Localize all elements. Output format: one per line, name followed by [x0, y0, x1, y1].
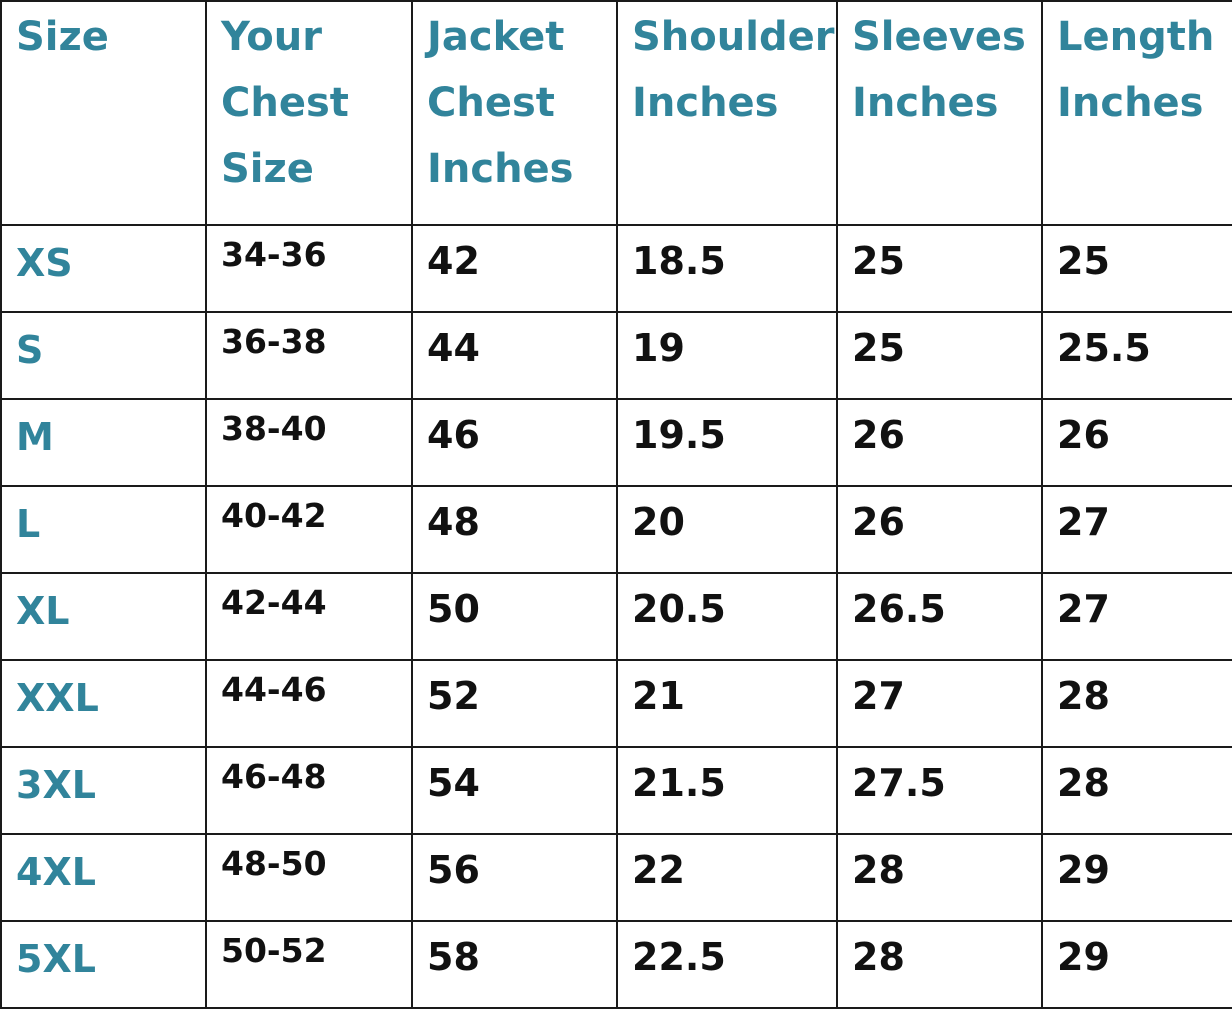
cell-length: 25.5 [1041, 311, 1232, 400]
cell-size: 3XL [0, 746, 207, 835]
cell-shoulder: 19 [616, 311, 838, 400]
header-text-line: Inches [632, 80, 779, 126]
cell-length: 27 [1041, 572, 1232, 661]
header-text-line: Inches [1057, 80, 1204, 126]
cell-shoulder: 20.5 [616, 572, 838, 661]
cell-sleeves: 28 [836, 920, 1043, 1009]
header-text-line: Size [221, 146, 314, 192]
cell-sleeves: 26 [836, 485, 1043, 574]
cell-length: 29 [1041, 833, 1232, 922]
header-size: Size [0, 0, 207, 226]
cell-shoulder: 22.5 [616, 920, 838, 1009]
table-row: L 40-42 48 20 26 27 [0, 485, 1232, 574]
table-row: 4XL 48-50 56 22 28 29 [0, 833, 1232, 922]
cell-sleeves: 26.5 [836, 572, 1043, 661]
cell-jacket-chest: 48 [411, 485, 618, 574]
cell-your-chest-size: 42-44 [205, 572, 413, 661]
cell-length: 29 [1041, 920, 1232, 1009]
header-text-line: Shoulder [632, 14, 835, 60]
cell-shoulder: 22 [616, 833, 838, 922]
header-text-line: Size [16, 14, 109, 60]
cell-your-chest-size: 36-38 [205, 311, 413, 400]
cell-jacket-chest: 54 [411, 746, 618, 835]
cell-length: 28 [1041, 746, 1232, 835]
cell-size: XL [0, 572, 207, 661]
table-row: XS 34-36 42 18.5 25 25 [0, 224, 1232, 313]
cell-length: 26 [1041, 398, 1232, 487]
cell-sleeves: 28 [836, 833, 1043, 922]
header-text-line: Sleeves [852, 14, 1026, 60]
cell-jacket-chest: 44 [411, 311, 618, 400]
cell-size: XS [0, 224, 207, 313]
cell-size: 5XL [0, 920, 207, 1009]
cell-sleeves: 27.5 [836, 746, 1043, 835]
header-row: Size Your Chest Size Jacket Chest Inches Should… [0, 0, 1232, 226]
cell-shoulder: 21 [616, 659, 838, 748]
header-text-line: Your [221, 14, 322, 60]
cell-length: 25 [1041, 224, 1232, 313]
cell-length: 27 [1041, 485, 1232, 574]
header-shoulder: Shoulder Inches [616, 0, 838, 226]
table-row: M 38-40 46 19.5 26 26 [0, 398, 1232, 487]
header-your-chest-size: Your Chest Size [205, 0, 413, 226]
table-row: XXL 44-46 52 21 27 28 [0, 659, 1232, 748]
cell-your-chest-size: 46-48 [205, 746, 413, 835]
header-text-line: Length [1057, 14, 1215, 60]
cell-shoulder: 18.5 [616, 224, 838, 313]
cell-shoulder: 20 [616, 485, 838, 574]
header-length: Length Inches [1041, 0, 1232, 226]
cell-sleeves: 25 [836, 311, 1043, 400]
cell-jacket-chest: 46 [411, 398, 618, 487]
cell-size: L [0, 485, 207, 574]
cell-jacket-chest: 58 [411, 920, 618, 1009]
cell-jacket-chest: 42 [411, 224, 618, 313]
cell-jacket-chest: 50 [411, 572, 618, 661]
cell-sleeves: 27 [836, 659, 1043, 748]
cell-your-chest-size: 38-40 [205, 398, 413, 487]
table-row: 3XL 46-48 54 21.5 27.5 28 [0, 746, 1232, 835]
cell-your-chest-size: 50-52 [205, 920, 413, 1009]
header-jacket-chest: Jacket Chest Inches [411, 0, 618, 226]
cell-size: 4XL [0, 833, 207, 922]
header-text-line: Inches [852, 80, 999, 126]
cell-your-chest-size: 40-42 [205, 485, 413, 574]
header-text-line: Inches [427, 146, 574, 192]
cell-your-chest-size: 44-46 [205, 659, 413, 748]
cell-size: S [0, 311, 207, 400]
cell-sleeves: 25 [836, 224, 1043, 313]
table-row: XL 42-44 50 20.5 26.5 27 [0, 572, 1232, 661]
cell-shoulder: 19.5 [616, 398, 838, 487]
header-text-line: Chest [221, 80, 349, 126]
cell-your-chest-size: 34-36 [205, 224, 413, 313]
cell-length: 28 [1041, 659, 1232, 748]
cell-jacket-chest: 56 [411, 833, 618, 922]
cell-size: XXL [0, 659, 207, 748]
cell-your-chest-size: 48-50 [205, 833, 413, 922]
cell-size: M [0, 398, 207, 487]
cell-shoulder: 21.5 [616, 746, 838, 835]
table-row: 5XL 50-52 58 22.5 28 29 [0, 920, 1232, 1009]
table-row: S 36-38 44 19 25 25.5 [0, 311, 1232, 400]
header-text-line: Jacket [427, 14, 565, 60]
cell-sleeves: 26 [836, 398, 1043, 487]
cell-jacket-chest: 52 [411, 659, 618, 748]
header-sleeves: Sleeves Inches [836, 0, 1043, 226]
header-text-line: Chest [427, 80, 555, 126]
